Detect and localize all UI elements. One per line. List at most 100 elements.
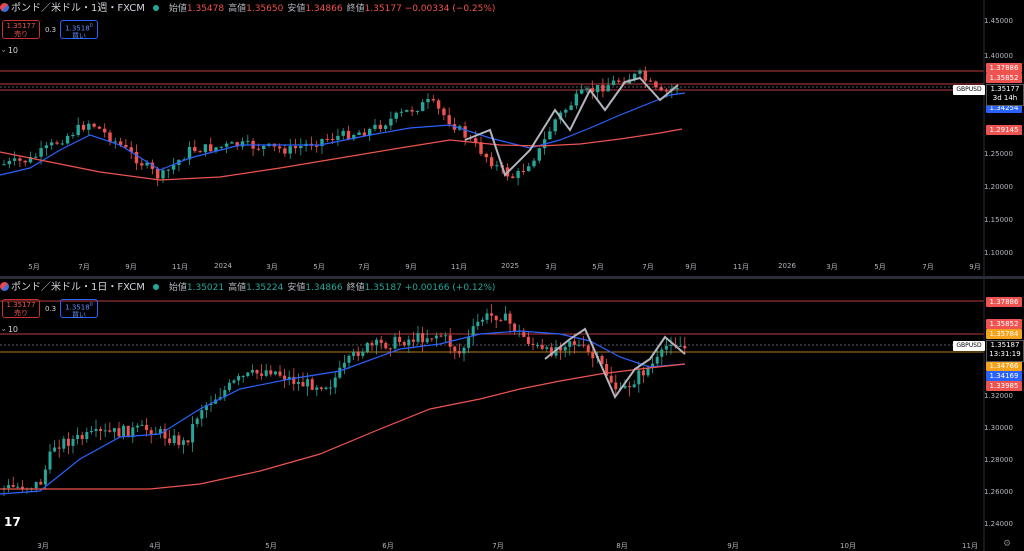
candle [156, 168, 160, 179]
candle [410, 109, 414, 112]
candle [103, 430, 107, 432]
time-tick: 9月 [685, 263, 697, 271]
candle [277, 146, 282, 149]
candle [283, 375, 287, 380]
candle [2, 164, 6, 166]
buy-button[interactable]: 1.35180 買い [60, 20, 98, 40]
close-label: 終値 [346, 283, 365, 293]
candle [389, 118, 393, 126]
candle [55, 142, 59, 144]
candle [415, 111, 420, 113]
candle [246, 140, 250, 142]
candle [545, 347, 549, 349]
candle [324, 387, 328, 390]
candle [436, 100, 441, 109]
candle [71, 438, 75, 446]
candle [347, 355, 351, 363]
indicator-toggle[interactable]: ›10 [0, 325, 18, 334]
weekly-symbol-title[interactable]: ポンド／米ドル・1週・FXCM [11, 3, 145, 14]
candle [572, 341, 576, 345]
candle [405, 109, 409, 112]
candle [203, 144, 208, 153]
candle [97, 126, 102, 129]
candle [112, 428, 116, 432]
time-tick: 9月 [125, 263, 137, 271]
candle [655, 356, 659, 364]
time-tick: 6月 [382, 542, 394, 550]
candle [357, 132, 361, 136]
candle [370, 343, 374, 346]
pane-divider[interactable] [0, 276, 1024, 279]
sell-button[interactable]: 1.35177 売り [2, 20, 40, 39]
candle [471, 326, 475, 337]
candle [654, 81, 658, 88]
time-tick: 11月 [733, 263, 749, 271]
weekly-chart-pane[interactable]: ポンド／米ドル・1週・FXCM 始値1.35478 高値1.35650 安値1.348… [0, 0, 1024, 276]
gbpusd-flag-icon [0, 282, 9, 291]
time-tick: 2025 [501, 262, 519, 270]
candle [444, 335, 448, 337]
candle [614, 382, 618, 390]
candle [383, 125, 388, 129]
candle [235, 142, 239, 147]
candle [577, 344, 581, 346]
candle [453, 346, 457, 352]
candle [495, 165, 499, 167]
candle [379, 339, 383, 344]
candle [480, 319, 484, 322]
candle [103, 128, 107, 133]
price-tick: 1.30000 [984, 424, 1013, 432]
ma-fast-line [0, 330, 686, 495]
candle [499, 320, 503, 322]
candle [288, 146, 292, 154]
price-tick: 1.28000 [984, 456, 1013, 464]
buy-button[interactable]: 1.35180 買い [60, 299, 98, 319]
candle [181, 440, 185, 445]
candle [553, 119, 557, 132]
candle [425, 338, 429, 343]
candle [641, 370, 645, 376]
candle [246, 372, 250, 377]
candle [479, 142, 483, 154]
candle [39, 148, 43, 157]
candle [398, 336, 402, 343]
daily-chart-canvas[interactable] [0, 279, 1024, 551]
price-tick: 1.45000 [984, 17, 1013, 25]
tradingview-logo[interactable]: 17 [4, 515, 21, 529]
candle [60, 143, 64, 145]
time-tick: 3月 [37, 542, 49, 550]
candle [683, 345, 687, 349]
candle [65, 135, 70, 144]
candle [536, 344, 540, 346]
candle [434, 335, 438, 339]
settings-icon[interactable]: ⚙ [1003, 539, 1012, 549]
market-open-icon [152, 5, 159, 11]
candle [325, 139, 329, 141]
indicator-toggle[interactable]: ›10 [0, 46, 18, 55]
candle [126, 425, 130, 438]
candle [362, 132, 367, 136]
candle [378, 124, 382, 129]
candle [421, 333, 425, 343]
price-line-label: 1.35852 [986, 73, 1022, 83]
candle [462, 347, 466, 354]
candle [129, 147, 133, 152]
price-tick: 1.32000 [984, 392, 1013, 400]
candle [651, 363, 655, 368]
sell-button[interactable]: 1.35177 売り [2, 299, 40, 318]
price-line-label: 1.33985 [986, 381, 1022, 391]
candle [628, 386, 632, 388]
candle [44, 145, 49, 149]
gbpusd-flag-icon [0, 3, 9, 12]
weekly-chart-canvas[interactable] [0, 0, 1024, 276]
low-label: 安値 [287, 283, 306, 293]
candle [177, 435, 181, 445]
daily-chart-pane[interactable]: ポンド／米ドル・1日・FXCM 始値1.35021 高値1.35224 安値1.348… [0, 279, 1024, 551]
candle [442, 108, 446, 116]
candle [80, 435, 84, 440]
candle [582, 344, 586, 346]
candle [161, 170, 165, 179]
candle [342, 362, 346, 368]
daily-symbol-title[interactable]: ポンド／米ドル・1日・FXCM [11, 282, 145, 293]
symbol-tag: GBPUSD [953, 85, 985, 95]
